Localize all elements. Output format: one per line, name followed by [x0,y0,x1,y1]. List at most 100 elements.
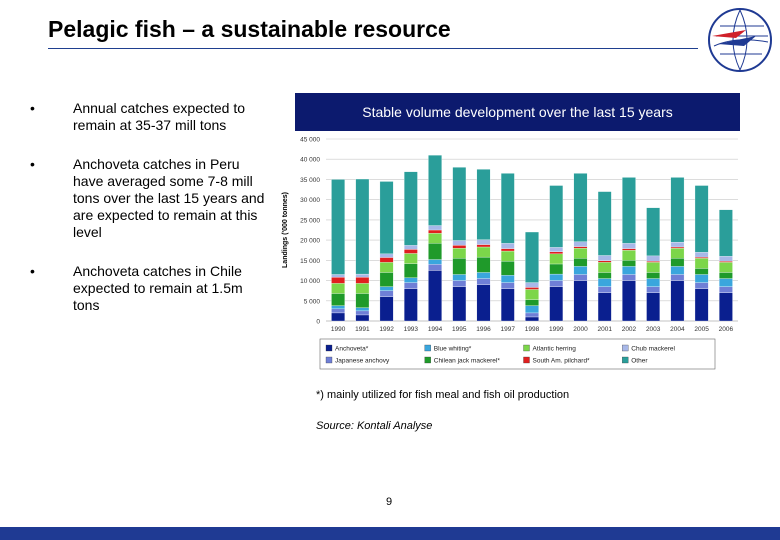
x-tick-label: 2004 [670,326,685,333]
bar-segment [622,274,636,281]
bar-segment [331,305,345,310]
legend-swatch [622,344,629,352]
bar-segment [404,171,418,246]
bar-segment [331,274,345,278]
bar-segment [404,245,418,250]
bar-segment [525,287,539,290]
y-tick-label: 30 000 [300,197,320,204]
y-axis-label: Landings ('000 tonnes) [282,192,289,268]
bar-segment [719,262,733,273]
bar-segment [379,257,394,263]
bar-segment [694,256,709,259]
legend-label: Chub mackerel [631,346,675,353]
y-tick-label: 0 [316,319,320,326]
footer-bar [0,527,780,540]
bar-segment [525,231,539,283]
bar-segment [525,316,539,322]
bar-segment [331,283,345,294]
y-tick-label: 45 000 [300,137,320,144]
bar-segment [452,258,467,275]
legend-swatch [424,356,431,364]
bar-segment [670,274,685,281]
legend-box [319,338,716,370]
bullet-item: • Anchoveta catches in Peru have average… [30,156,270,241]
bar-segment [573,246,588,249]
footnote: *) mainly utilized for fish meal and fis… [316,389,570,401]
legend-label: Chilean jack mackerel* [434,358,501,365]
company-logo-icon [708,8,772,72]
bar-segment [597,292,612,322]
bar-segment [452,286,467,322]
bar-segment [573,258,588,267]
bar-segment [549,247,564,252]
legend-swatch [424,344,431,352]
bar-segment [622,243,636,249]
bar-segment [379,272,394,287]
bar-segment [719,260,733,263]
bar-segment [476,239,491,245]
bar-segment [331,179,345,275]
bar-segment [573,266,588,275]
bar-segment [452,240,467,246]
bar-segment [646,278,660,287]
legend-label: Blue whiting* [434,346,472,353]
bar-segment [379,262,394,273]
bar-segment [404,249,418,254]
bar-segment [404,277,418,283]
bar-segment [573,274,588,281]
bar-segment [525,299,539,306]
landings-stacked-bar-chart: Landings ('000 tonnes) 0 5 000 10 000 15 000… [282,137,738,370]
bar-segment [694,282,709,289]
bar-segment [428,233,442,244]
legend-label: Japanese anchovy [335,358,390,365]
bar-segment [379,253,394,258]
bar-segment [355,277,370,284]
bar-segment [670,258,685,267]
legend-label: Anchoveta* [335,346,369,353]
bullet-text: Anchoveta catches in Chile expected to r… [73,263,243,313]
bar-segment [597,272,612,279]
x-tick-label: 2001 [597,326,612,333]
bar-segment [646,292,660,322]
bar-segment [597,286,612,293]
bar-segment [500,275,515,283]
bar-segment [694,185,709,253]
bar-segment [452,280,467,287]
bar-segment [355,283,370,294]
source-note: Source: Kontali Analyse [316,420,433,432]
bar-segment [597,260,612,263]
bar-segment [646,260,660,263]
slide-title: Pelagic fish – a sustainable resource [48,16,451,42]
bar-segment [719,209,733,257]
bar-segment [355,307,370,312]
bar-segment [719,292,733,322]
bar-segment [549,251,564,255]
bar-segment [670,241,685,248]
bullet-text: Annual catches expected to remain at 35-… [73,100,246,133]
bar-segment [597,255,612,261]
bar-segment [500,260,515,276]
x-tick-label: 2006 [719,326,734,333]
y-tick-label: 10 000 [300,278,320,285]
bar-segment [597,262,612,273]
bar-segment [379,296,394,322]
legend-label: South Am. pilchard* [533,358,591,365]
bar-segment [428,270,442,322]
bar-segment [622,177,636,244]
bar-segment [379,290,394,297]
bar-segment [500,173,515,244]
bar-segment [549,263,564,275]
bar-segment [622,266,636,275]
bar-segment [549,280,564,287]
bar-segment [500,248,515,252]
bar-segment [355,310,370,316]
bar-segment [549,253,564,265]
bar-segment [573,241,588,247]
bar-segment [646,262,660,273]
bar-segment [379,286,394,291]
bar-segment [719,278,733,287]
bar-segment [670,248,685,259]
bar-segment [549,273,564,281]
bar-segment [646,255,660,262]
bar-segment [379,181,394,255]
